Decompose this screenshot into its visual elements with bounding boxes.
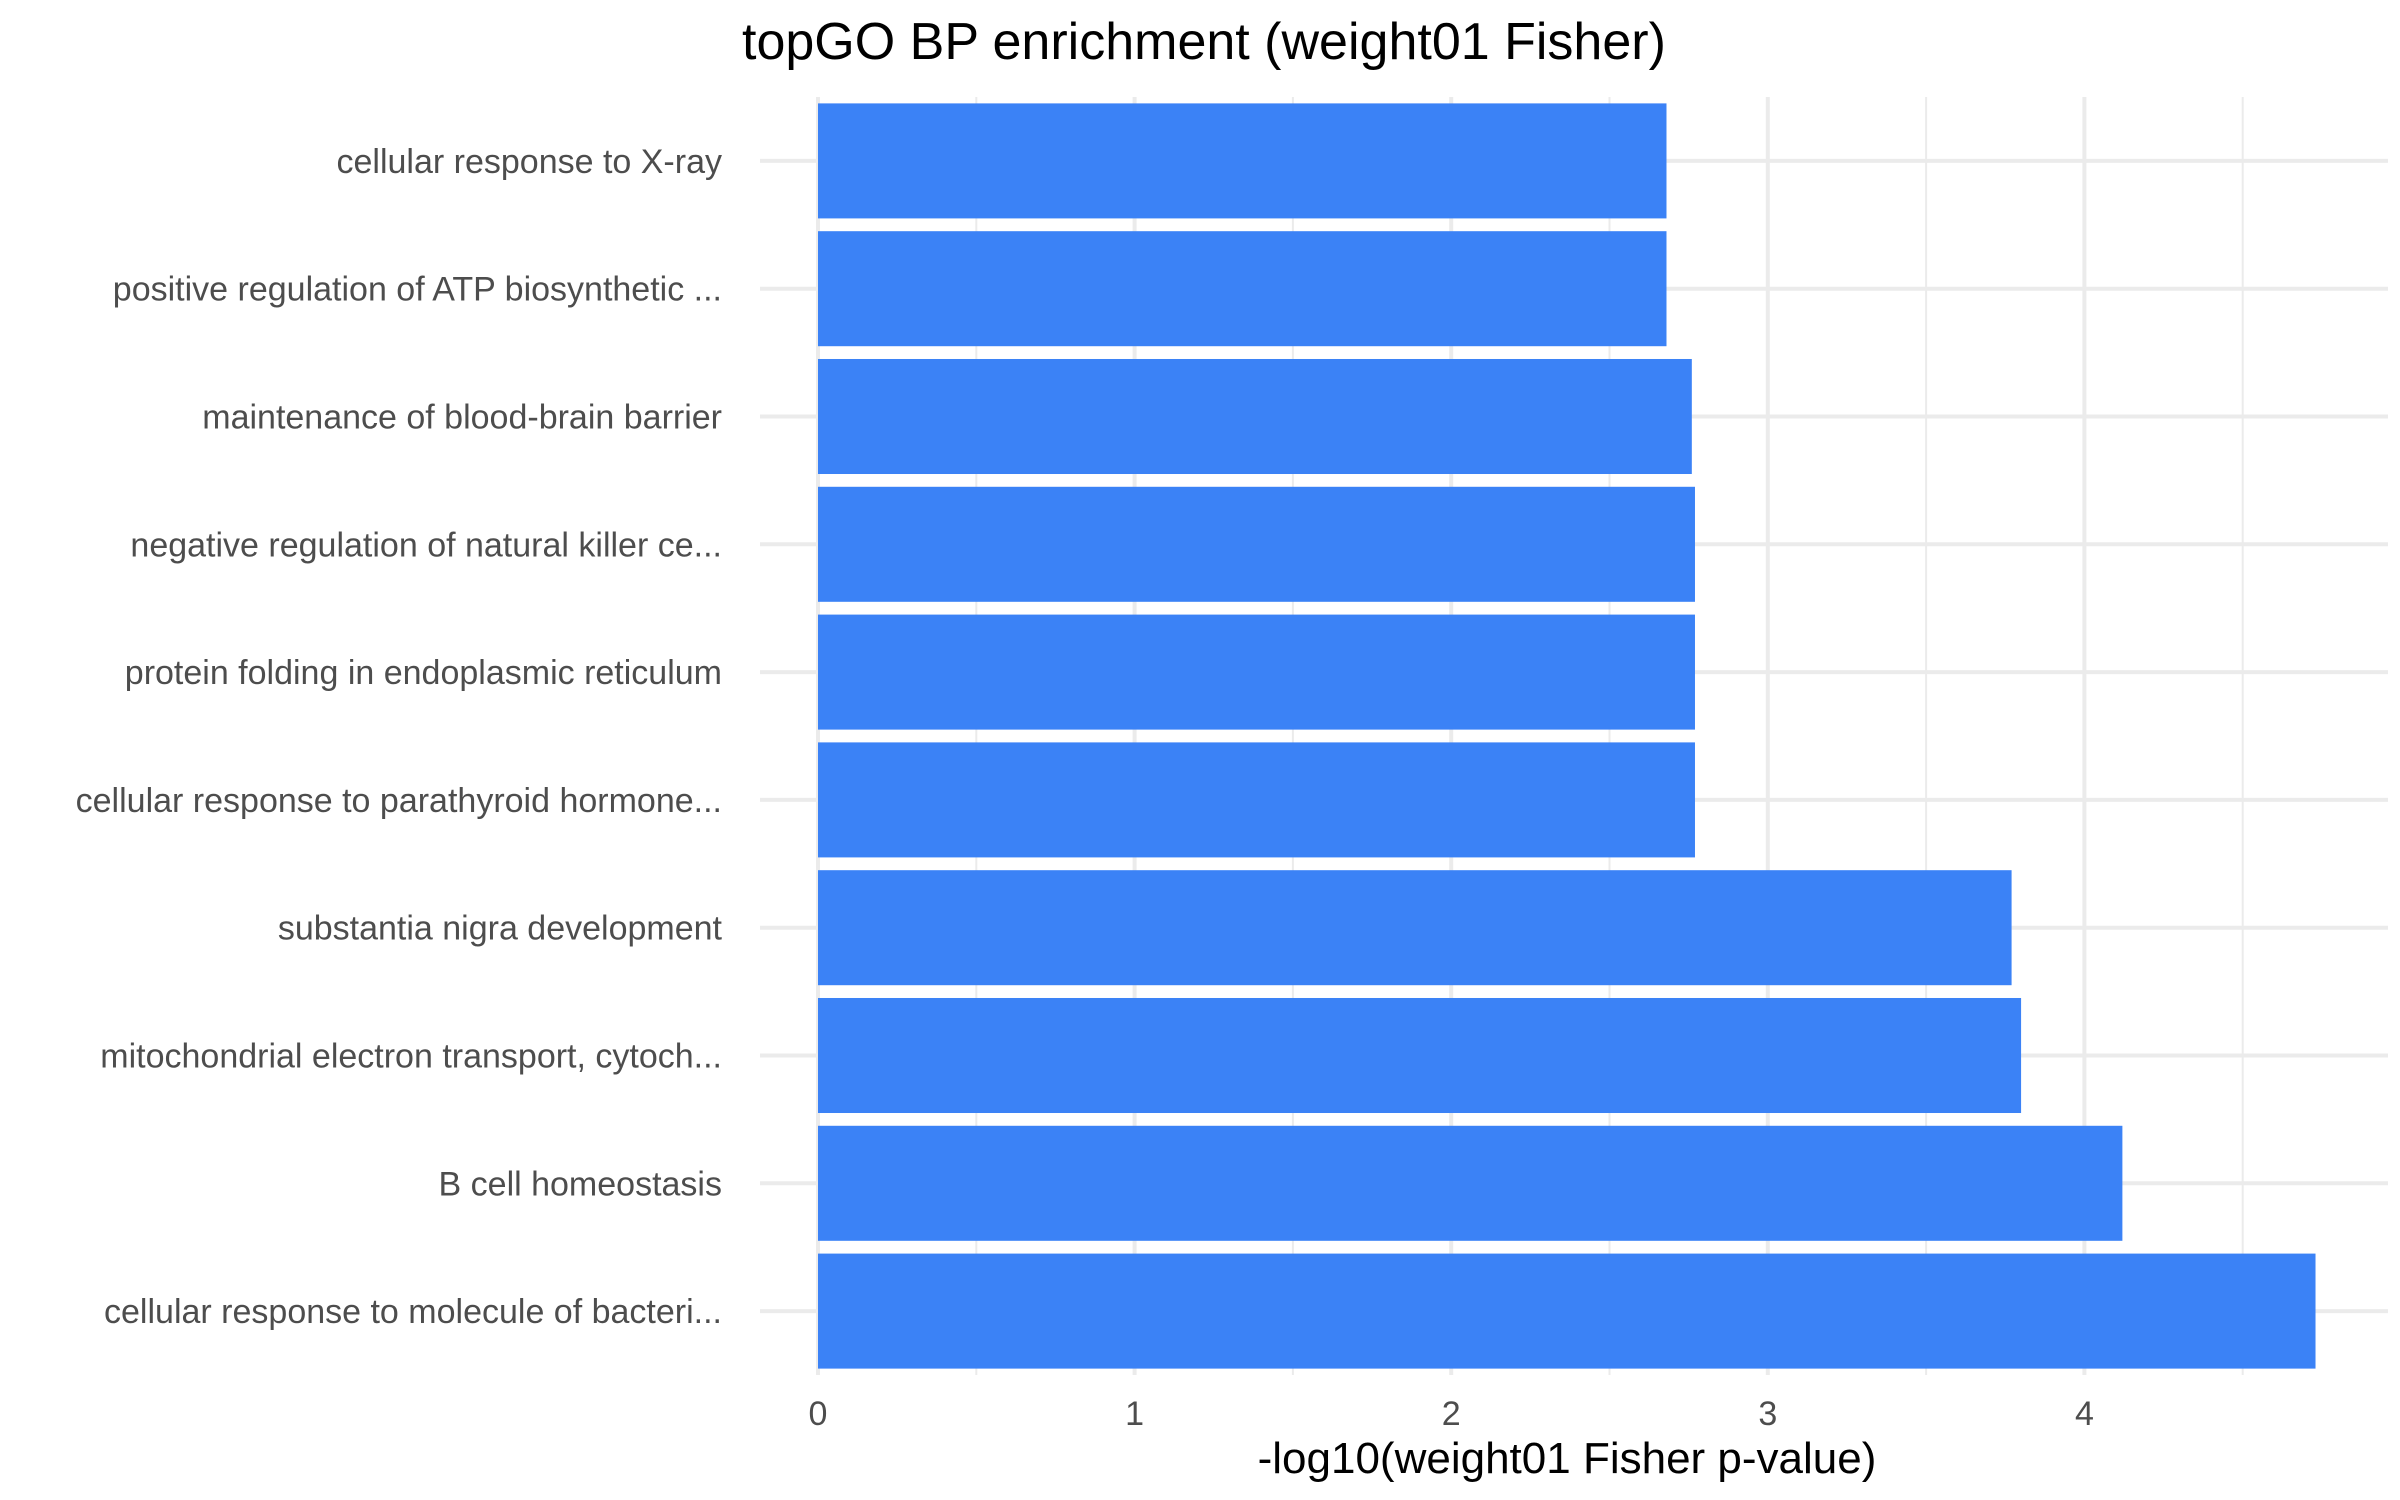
category-label: negative regulation of natural killer ce… <box>130 526 722 564</box>
x-tick-labels: 0 1 2 3 4 <box>809 1395 2094 1433</box>
bar <box>818 1125 2123 1241</box>
x-tick-label: 2 <box>1442 1395 1461 1433</box>
bar <box>818 231 1667 347</box>
x-tick-label: 1 <box>1125 1395 1144 1433</box>
bar <box>818 870 2012 986</box>
category-label: cellular response to parathyroid hormone… <box>76 782 722 820</box>
category-label: substantia nigra development <box>278 910 723 948</box>
x-tick-label: 0 <box>809 1395 828 1433</box>
category-label: cellular response to molecule of bacteri… <box>104 1293 722 1331</box>
x-tick-label: 3 <box>1758 1395 1777 1433</box>
bars <box>818 103 2316 1369</box>
bar <box>818 614 1695 730</box>
chart-title: topGO BP enrichment (weight01 Fisher) <box>742 13 1666 71</box>
bar <box>818 1253 2316 1369</box>
category-labels: cellular response to X-ray positive regul… <box>76 143 723 1331</box>
bar <box>818 486 1695 602</box>
x-axis-title: -log10(weight01 Fisher p-value) <box>1258 1434 1877 1483</box>
category-label: cellular response to X-ray <box>336 143 722 181</box>
category-label: mitochondrial electron transport, cytoch… <box>100 1038 722 1076</box>
bar <box>818 997 2022 1114</box>
x-tick-label: 4 <box>2075 1395 2094 1433</box>
category-label: positive regulation of ATP biosynthetic … <box>113 271 722 309</box>
bar <box>818 742 1695 858</box>
bar <box>818 103 1667 219</box>
category-label: B cell homeostasis <box>439 1165 722 1203</box>
category-label: protein folding in endoplasmic reticulum <box>125 654 722 692</box>
category-label: maintenance of blood-brain barrier <box>202 399 722 437</box>
bar <box>818 358 1692 475</box>
